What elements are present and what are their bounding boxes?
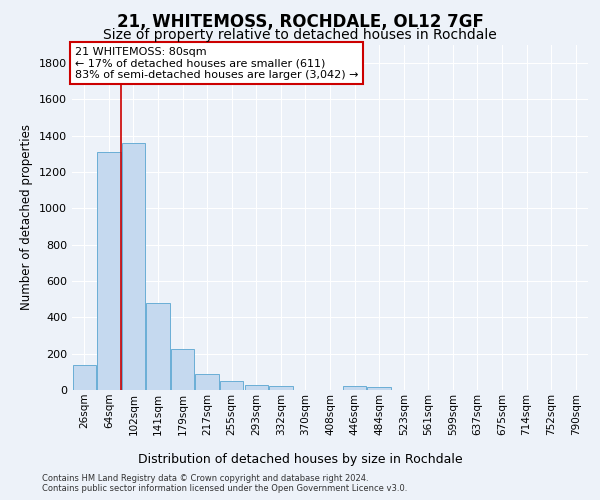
- Bar: [196, 374, 219, 390]
- Bar: [171, 348, 194, 390]
- Bar: [122, 143, 145, 390]
- Bar: [245, 385, 268, 390]
- Text: 21 WHITEMOSS: 80sqm
← 17% of detached houses are smaller (611)
83% of semi-detac: 21 WHITEMOSS: 80sqm ← 17% of detached ho…: [74, 46, 358, 80]
- Text: Contains public sector information licensed under the Open Government Licence v3: Contains public sector information licen…: [42, 484, 407, 493]
- Bar: [367, 386, 391, 390]
- Bar: [73, 366, 96, 390]
- Text: Contains HM Land Registry data © Crown copyright and database right 2024.: Contains HM Land Registry data © Crown c…: [42, 474, 368, 483]
- Text: 21, WHITEMOSS, ROCHDALE, OL12 7GF: 21, WHITEMOSS, ROCHDALE, OL12 7GF: [116, 12, 484, 30]
- Y-axis label: Number of detached properties: Number of detached properties: [20, 124, 34, 310]
- Bar: [146, 303, 170, 390]
- Bar: [269, 386, 293, 390]
- Bar: [343, 386, 366, 390]
- Bar: [97, 152, 121, 390]
- Bar: [220, 382, 244, 390]
- Text: Size of property relative to detached houses in Rochdale: Size of property relative to detached ho…: [103, 28, 497, 42]
- Text: Distribution of detached houses by size in Rochdale: Distribution of detached houses by size …: [137, 452, 463, 466]
